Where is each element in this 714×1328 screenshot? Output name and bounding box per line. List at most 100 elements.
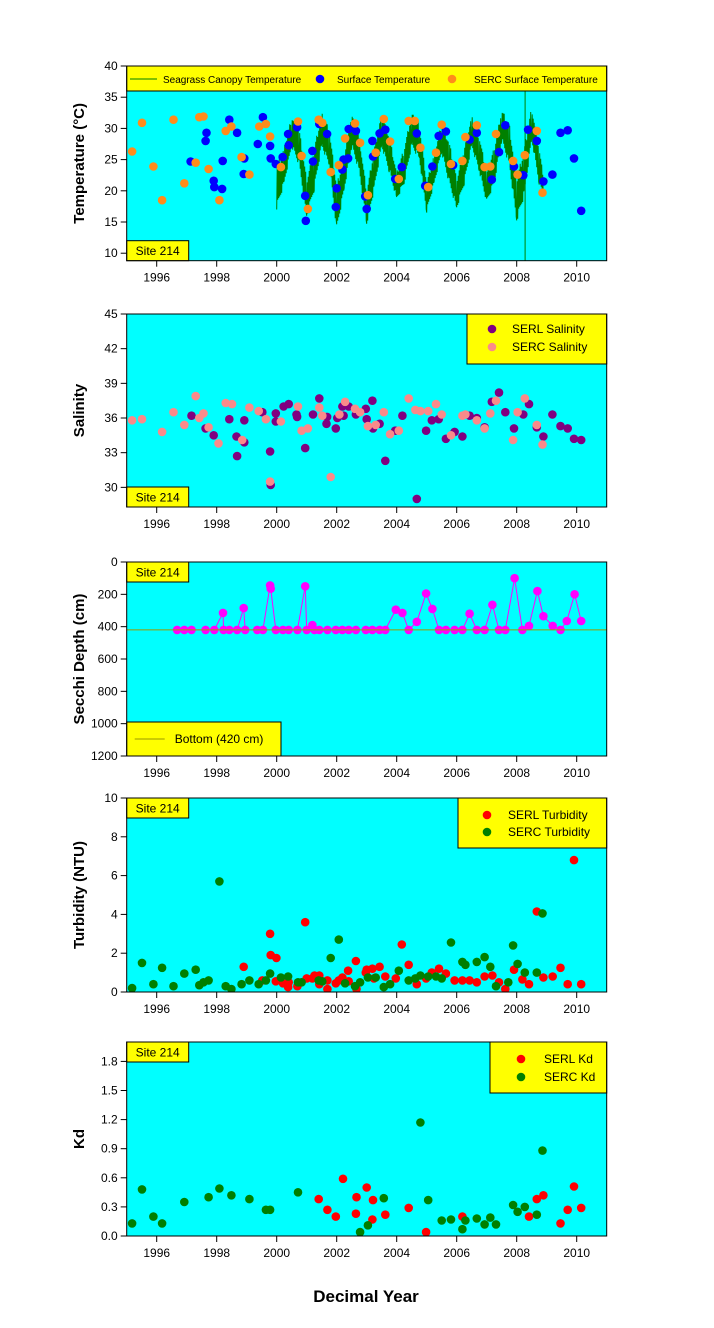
data-point bbox=[265, 447, 275, 456]
data-point bbox=[261, 119, 271, 129]
data-point bbox=[533, 586, 542, 596]
legend-label: SERC Turbidity bbox=[508, 825, 590, 839]
data-point bbox=[371, 973, 381, 982]
data-point bbox=[265, 141, 275, 151]
data-point bbox=[486, 1213, 495, 1222]
data-point bbox=[480, 424, 489, 433]
data-point bbox=[180, 1197, 189, 1207]
data-point bbox=[465, 976, 474, 985]
series-serl-kd bbox=[314, 1174, 586, 1236]
data-point bbox=[351, 1209, 361, 1218]
data-point bbox=[303, 424, 313, 433]
data-point bbox=[381, 972, 390, 981]
data-point bbox=[371, 148, 381, 157]
data-point bbox=[227, 122, 236, 131]
data-point bbox=[225, 115, 234, 124]
data-point bbox=[322, 419, 331, 429]
data-point bbox=[465, 609, 474, 618]
data-point bbox=[480, 1220, 489, 1229]
data-point bbox=[472, 1214, 482, 1223]
data-point bbox=[210, 182, 219, 192]
data-point bbox=[563, 1205, 572, 1215]
legend-marker bbox=[447, 74, 457, 84]
y-tick-label: 40 bbox=[104, 59, 118, 73]
legend-marker bbox=[487, 342, 497, 352]
data-point bbox=[431, 399, 441, 409]
data-point bbox=[513, 170, 522, 179]
data-point bbox=[548, 410, 557, 419]
data-point bbox=[576, 616, 586, 626]
plot-frame bbox=[126, 313, 608, 508]
data-point bbox=[538, 909, 547, 918]
data-point bbox=[569, 1182, 579, 1191]
data-point bbox=[253, 139, 263, 149]
data-point bbox=[271, 409, 281, 418]
x-axis-label: Decimal Year bbox=[313, 1287, 419, 1306]
data-point bbox=[209, 431, 218, 440]
data-point bbox=[501, 407, 510, 417]
y-tick-label: 25 bbox=[104, 153, 118, 167]
plot-marks bbox=[127, 388, 586, 504]
data-point bbox=[169, 407, 178, 417]
y-tick-label: 1.8 bbox=[101, 1054, 118, 1068]
data-point bbox=[423, 406, 433, 416]
y-tick-label: 33 bbox=[104, 446, 118, 460]
data-point bbox=[379, 407, 389, 417]
data-point bbox=[127, 147, 137, 156]
data-point bbox=[487, 175, 497, 184]
data-point bbox=[569, 154, 579, 163]
data-point bbox=[293, 117, 303, 126]
data-point bbox=[404, 116, 414, 126]
data-point bbox=[180, 420, 189, 430]
data-point bbox=[169, 115, 178, 124]
data-point bbox=[245, 1194, 254, 1204]
legend-box bbox=[466, 313, 608, 365]
x-tick-label: 1996 bbox=[143, 766, 170, 780]
data-point bbox=[323, 1205, 332, 1215]
data-point bbox=[556, 1219, 565, 1228]
data-point bbox=[491, 396, 501, 406]
data-point bbox=[423, 1195, 433, 1205]
data-point bbox=[532, 136, 542, 146]
data-point bbox=[437, 1216, 447, 1225]
x-tick-label: 2000 bbox=[263, 271, 290, 285]
data-point bbox=[232, 451, 242, 461]
data-point bbox=[458, 432, 467, 441]
data-point bbox=[569, 434, 579, 444]
site-label: Site 214 bbox=[126, 561, 190, 583]
x-tick-label: 2006 bbox=[443, 1002, 470, 1016]
y-tick-label: 0.3 bbox=[101, 1200, 118, 1214]
data-point bbox=[368, 136, 377, 146]
data-point bbox=[303, 204, 313, 214]
data-point bbox=[137, 118, 147, 128]
data-point bbox=[258, 112, 268, 122]
data-point bbox=[214, 439, 223, 448]
y-tick-label: 30 bbox=[104, 121, 118, 135]
x-tick-label: 2010 bbox=[563, 517, 590, 531]
x-tick-label: 2002 bbox=[323, 517, 350, 531]
data-point bbox=[237, 979, 246, 989]
x-tick-label: 1998 bbox=[203, 271, 230, 285]
data-point bbox=[340, 979, 350, 988]
data-point bbox=[461, 132, 470, 142]
x-tick-label: 1996 bbox=[143, 1246, 170, 1260]
data-point bbox=[215, 1184, 224, 1193]
data-point bbox=[486, 409, 495, 418]
data-point bbox=[513, 959, 522, 969]
data-point bbox=[421, 1227, 431, 1236]
data-point bbox=[314, 1194, 324, 1204]
data-point bbox=[416, 971, 425, 980]
data-point bbox=[472, 957, 482, 967]
data-point bbox=[297, 978, 306, 987]
data-point bbox=[570, 590, 579, 599]
data-point bbox=[508, 941, 518, 950]
data-point bbox=[509, 424, 519, 433]
y-tick-label: 30 bbox=[104, 480, 118, 494]
x-tick-label: 2002 bbox=[323, 766, 350, 780]
data-point bbox=[340, 134, 350, 143]
data-point bbox=[437, 120, 447, 129]
data-point bbox=[524, 621, 534, 631]
data-point bbox=[434, 964, 444, 973]
panel-4: 0 2 4 6 8 10 1996 1998 2000 2002 2004 2006 2008 2010 T… bbox=[71, 791, 608, 1016]
